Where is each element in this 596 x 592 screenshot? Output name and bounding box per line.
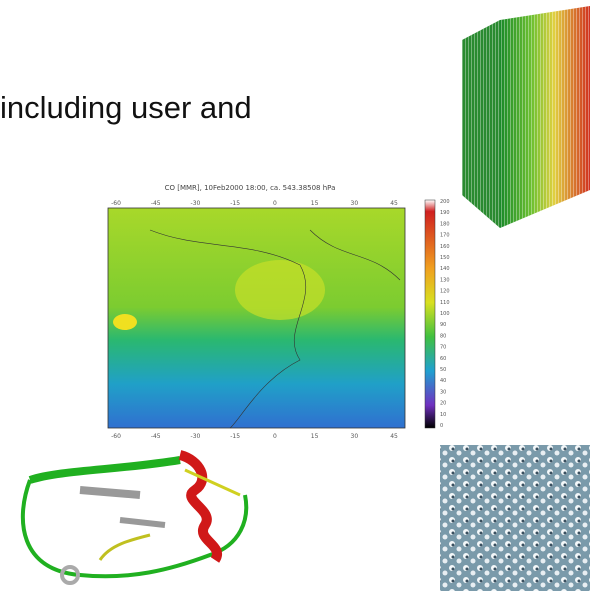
colorbar-label: 190 (440, 210, 450, 216)
colorbar-label: 200 (440, 199, 450, 205)
map-x-label: 45 (390, 200, 398, 207)
colorbar-label: 70 (440, 345, 446, 351)
colorbar-label: 90 (440, 322, 446, 328)
protein-ribbon-image (23, 455, 246, 583)
surface-image (440, 445, 590, 591)
colorbar-label: 110 (440, 300, 450, 306)
map-x-label: -30 (191, 433, 201, 440)
colorbar-label: 130 (440, 277, 450, 283)
colorbar-label: 180 (440, 221, 450, 227)
colorbar-label: 100 (440, 311, 450, 317)
map-x-label: 15 (311, 200, 319, 207)
map-x-label: 0 (273, 200, 277, 207)
map-x-label: -60 (111, 200, 121, 207)
slide: including user and (0, 0, 596, 592)
colorbar-label: 20 (440, 401, 446, 407)
illustrations: CO [MMR], 10Feb2000 18:00, ca. 543.38508… (0, 0, 596, 592)
map-x-label: 0 (273, 433, 277, 440)
colorbar-label: 60 (440, 356, 446, 362)
map-x-label: -45 (151, 200, 161, 207)
colorbar-label: 10 (440, 412, 446, 418)
map-x-label: -15 (230, 433, 240, 440)
colorbar-label: 80 (440, 333, 446, 339)
map-x-label: -30 (191, 200, 201, 207)
map-title: CO [MMR], 10Feb2000 18:00, ca. 543.38508… (165, 184, 336, 192)
map-x-label: -45 (151, 433, 161, 440)
colorbar-label: 140 (440, 266, 450, 272)
colorbar-label: 150 (440, 255, 450, 261)
colorbar-label: 120 (440, 289, 450, 295)
colorbar-label: 0 (440, 423, 443, 429)
map-x-label: 15 (311, 433, 319, 440)
map-x-label: 30 (351, 433, 359, 440)
map-x-label: -60 (111, 433, 121, 440)
colorbar-label: 40 (440, 378, 446, 384)
colorbar-label: 50 (440, 367, 446, 373)
co-map: CO [MMR], 10Feb2000 18:00, ca. 543.38508… (108, 184, 450, 440)
3d-panel-image (462, 6, 590, 228)
map-x-label: 30 (351, 200, 359, 207)
colorbar-label: 30 (440, 389, 446, 395)
map-x-label: 45 (390, 433, 398, 440)
colorbar-label: 160 (440, 244, 450, 250)
map-x-label: -15 (230, 200, 240, 207)
colorbar-label: 170 (440, 233, 450, 239)
